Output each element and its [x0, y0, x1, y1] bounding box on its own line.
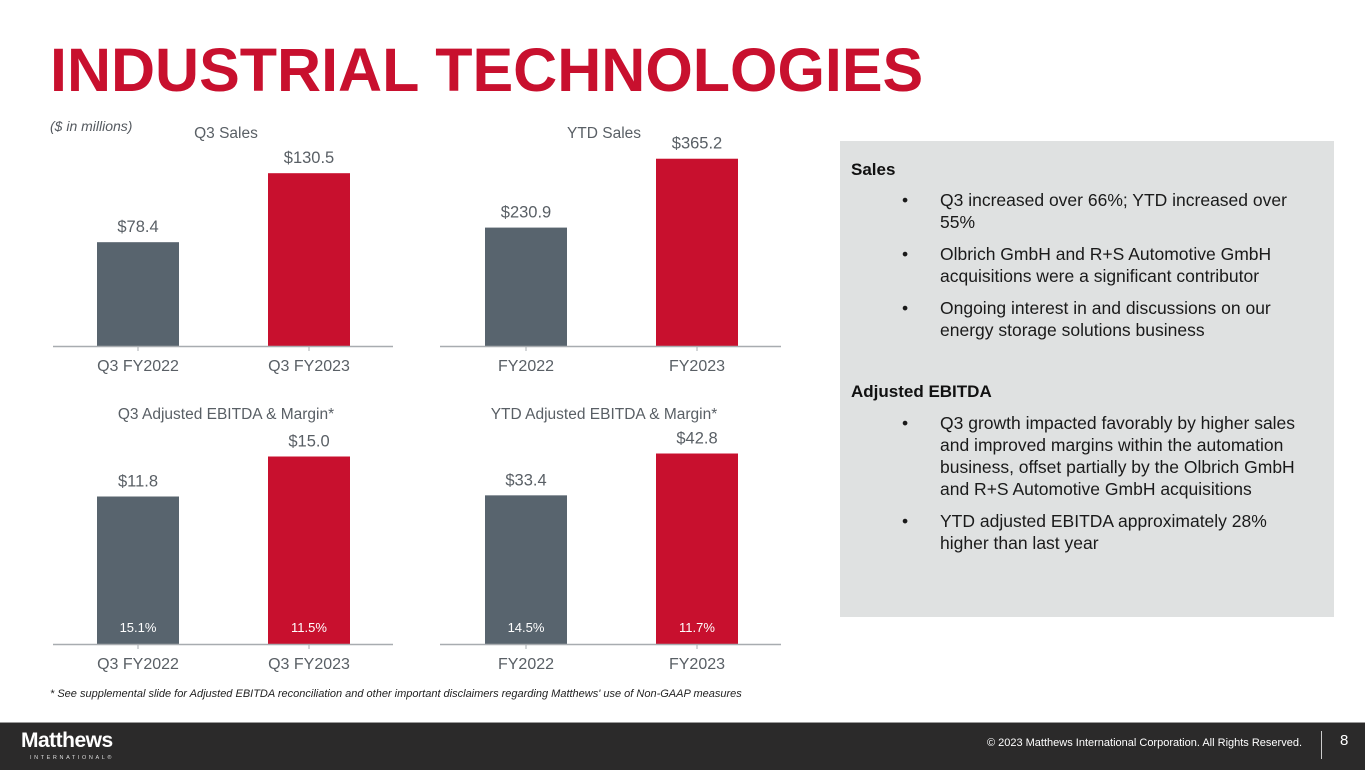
sales-bullets: • Q3 increased over 66%; YTD increased ov… [840, 189, 1334, 351]
matthews-logo: Matthews INTERNATIONAL® [21, 730, 114, 761]
margin-label: 14.5% [508, 620, 545, 635]
category-label: FY2022 [498, 358, 554, 375]
margin-label: 15.1% [120, 620, 157, 635]
bar-value-label: $33.4 [505, 471, 546, 489]
footer-divider [1321, 731, 1322, 759]
margin-label: 11.5% [291, 620, 327, 635]
bar-value-label: $42.8 [676, 430, 717, 448]
bar-value-label: $230.9 [501, 204, 551, 222]
bar-value-label: $365.2 [672, 135, 722, 153]
category-label: FY2023 [669, 656, 725, 673]
bar-fy2023 [656, 453, 738, 644]
bar-q3-fy2023 [268, 456, 350, 644]
bar-value-label: $15.0 [288, 433, 329, 451]
bullet-icon: • [902, 511, 909, 531]
page-number: 8 [1340, 732, 1349, 749]
footer-bar: Matthews INTERNATIONAL® © 2023 Matthews … [0, 722, 1365, 770]
margin-label: 11.7% [679, 620, 715, 635]
category-label: FY2023 [669, 358, 725, 375]
copyright-text: © 2023 Matthews International Corporatio… [986, 737, 1302, 749]
bullet-icon: • [902, 298, 909, 318]
bar-fy2022 [485, 495, 567, 644]
bar-fy2022 [485, 227, 567, 346]
ebitda-bullets: • Q3 growth impacted favorably by higher … [840, 412, 1334, 564]
category-label: Q3 FY2022 [97, 358, 179, 375]
category-label: FY2022 [498, 656, 554, 673]
sales-bullet: • Ongoing interest in and discussions on … [902, 298, 1271, 340]
sales-bullet: • Q3 increased over 66%; YTD increased ov… [902, 190, 1287, 232]
page-title: INDUSTRIAL TECHNOLOGIES [50, 36, 924, 104]
ebitda-heading: Adjusted EBITDA [851, 382, 992, 401]
units-note: ($ in millions) [50, 118, 133, 134]
bar-value-label: $11.8 [118, 473, 158, 491]
bar-q3-fy2022 [97, 242, 179, 346]
bar-q3-fy2022 [97, 496, 179, 644]
chart-title: Q3 Adjusted EBITDA & Margin* [118, 406, 334, 423]
sales-bullet: • Olbrich GmbH and R+S Automotive GmbH ac… [902, 244, 1272, 286]
bar-fy2023 [656, 158, 738, 346]
bullet-icon: • [902, 244, 909, 264]
commentary-panel: Sales • Q3 increased over 66%; YTD increa… [840, 141, 1334, 617]
footnote: * See supplemental slide for Adjusted EB… [50, 688, 742, 700]
category-label: Q3 FY2022 [97, 656, 179, 673]
bar-value-label: $130.5 [284, 149, 334, 167]
bar-value-label: $78.4 [117, 218, 158, 236]
bullet-icon: • [902, 190, 909, 210]
chart-title: YTD Adjusted EBITDA & Margin* [491, 406, 718, 423]
bar-q3-fy2023 [268, 173, 350, 346]
sales-heading: Sales [851, 160, 896, 179]
logo-wordmark: Matthews [21, 729, 113, 752]
chart-title: YTD Sales [567, 125, 641, 142]
chart-title: Q3 Sales [194, 125, 258, 142]
category-label: Q3 FY2023 [268, 358, 350, 375]
category-label: Q3 FY2023 [268, 656, 350, 673]
bullet-icon: • [902, 413, 909, 433]
ebitda-bullet: • Q3 growth impacted favorably by higher … [902, 413, 1296, 499]
logo-subtitle: INTERNATIONAL® [30, 755, 115, 761]
ebitda-bullet: • YTD adjusted EBITDA approximately 28% h… [902, 511, 1267, 553]
